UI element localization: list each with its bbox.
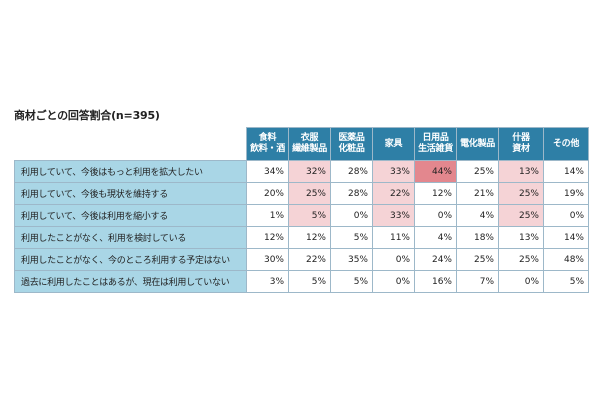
value-cell: 22% xyxy=(372,182,415,205)
chart-container: 商材ごとの回答割合(n=395) 食料 飲料・酒 衣服 繊維製品 医薬品 化粧品 家具… xyxy=(14,108,589,293)
value-cell: 25% xyxy=(456,248,499,271)
value-cell: 25% xyxy=(498,204,544,227)
value-cell: 34% xyxy=(246,160,289,183)
table-row: 利用していて、今後はもっと利用を拡大したい 34% 32% 28% 33% 44% 25% 1… xyxy=(14,160,589,183)
value-cell: 12% xyxy=(414,182,457,205)
value-cell: 25% xyxy=(288,182,331,205)
value-cell: 44% xyxy=(414,160,457,183)
value-cell: 25% xyxy=(456,160,499,183)
value-cell: 18% xyxy=(456,226,499,249)
value-cell: 0% xyxy=(330,204,373,227)
value-cell: 5% xyxy=(288,204,331,227)
value-cell: 0% xyxy=(372,270,415,293)
value-cell: 28% xyxy=(330,182,373,205)
value-cell: 12% xyxy=(246,226,289,249)
header-corner xyxy=(14,127,247,161)
value-cell: 4% xyxy=(414,226,457,249)
value-cell: 0% xyxy=(498,270,544,293)
value-cell: 33% xyxy=(372,204,415,227)
value-cell: 0% xyxy=(543,204,589,227)
row-label: 利用していて、今後はもっと利用を拡大したい xyxy=(14,160,247,183)
row-label: 利用したことがなく、今のところ利用する予定はない xyxy=(14,248,247,271)
value-cell: 4% xyxy=(456,204,499,227)
value-cell: 20% xyxy=(246,182,289,205)
value-cell: 25% xyxy=(498,248,544,271)
table-row: 利用したことがなく、今のところ利用する予定はない 30% 22% 35% 0% 24% 25… xyxy=(14,248,589,271)
value-cell: 33% xyxy=(372,160,415,183)
table-row: 利用したことがなく、利用を検討している 12% 12% 5% 11% 4% 18% 13% 14… xyxy=(14,226,589,249)
value-cell: 24% xyxy=(414,248,457,271)
table-row: 過去に利用したことはあるが、現在は利用していない 3% 5% 5% 0% 16% 7% 0% 5… xyxy=(14,270,589,293)
row-label: 利用していて、今後は利用を縮小する xyxy=(14,204,247,227)
value-cell: 28% xyxy=(330,160,373,183)
value-cell: 35% xyxy=(330,248,373,271)
column-header: 什器 資材 xyxy=(498,127,544,161)
response-rate-table: 食料 飲料・酒 衣服 繊維製品 医薬品 化粧品 家具 日用品 生活雑貨 電化製品 什器 資材… xyxy=(14,127,589,293)
value-cell: 21% xyxy=(456,182,499,205)
column-header: 食料 飲料・酒 xyxy=(246,127,289,161)
row-label: 利用したことがなく、利用を検討している xyxy=(14,226,247,249)
value-cell: 22% xyxy=(288,248,331,271)
value-cell: 5% xyxy=(330,270,373,293)
column-header: 医薬品 化粧品 xyxy=(330,127,373,161)
column-header: その他 xyxy=(543,127,589,161)
value-cell: 5% xyxy=(543,270,589,293)
value-cell: 11% xyxy=(372,226,415,249)
value-cell: 25% xyxy=(498,182,544,205)
column-header: 電化製品 xyxy=(456,127,499,161)
value-cell: 30% xyxy=(246,248,289,271)
value-cell: 12% xyxy=(288,226,331,249)
row-label: 過去に利用したことはあるが、現在は利用していない xyxy=(14,270,247,293)
value-cell: 0% xyxy=(414,204,457,227)
value-cell: 5% xyxy=(330,226,373,249)
table-row: 利用していて、今後は利用を縮小する 1% 5% 0% 33% 0% 4% 25% 0% xyxy=(14,204,589,227)
value-cell: 16% xyxy=(414,270,457,293)
row-label: 利用していて、今後も現状を維持する xyxy=(14,182,247,205)
value-cell: 0% xyxy=(372,248,415,271)
chart-title: 商材ごとの回答割合(n=395) xyxy=(14,109,160,122)
value-cell: 48% xyxy=(543,248,589,271)
value-cell: 3% xyxy=(246,270,289,293)
value-cell: 5% xyxy=(288,270,331,293)
value-cell: 32% xyxy=(288,160,331,183)
value-cell: 13% xyxy=(498,226,544,249)
column-header: 衣服 繊維製品 xyxy=(288,127,331,161)
value-cell: 14% xyxy=(543,160,589,183)
table-body: 利用していて、今後はもっと利用を拡大したい 34% 32% 28% 33% 44% 25% 1… xyxy=(14,160,589,293)
value-cell: 1% xyxy=(246,204,289,227)
value-cell: 13% xyxy=(498,160,544,183)
value-cell: 19% xyxy=(543,182,589,205)
table-row: 利用していて、今後も現状を維持する 20% 25% 28% 22% 12% 21% 25% 19… xyxy=(14,182,589,205)
value-cell: 7% xyxy=(456,270,499,293)
column-header: 日用品 生活雑貨 xyxy=(414,127,457,161)
header-row: 食料 飲料・酒 衣服 繊維製品 医薬品 化粧品 家具 日用品 生活雑貨 電化製品 什器 資材… xyxy=(14,127,589,161)
column-header: 家具 xyxy=(372,127,415,161)
value-cell: 14% xyxy=(543,226,589,249)
